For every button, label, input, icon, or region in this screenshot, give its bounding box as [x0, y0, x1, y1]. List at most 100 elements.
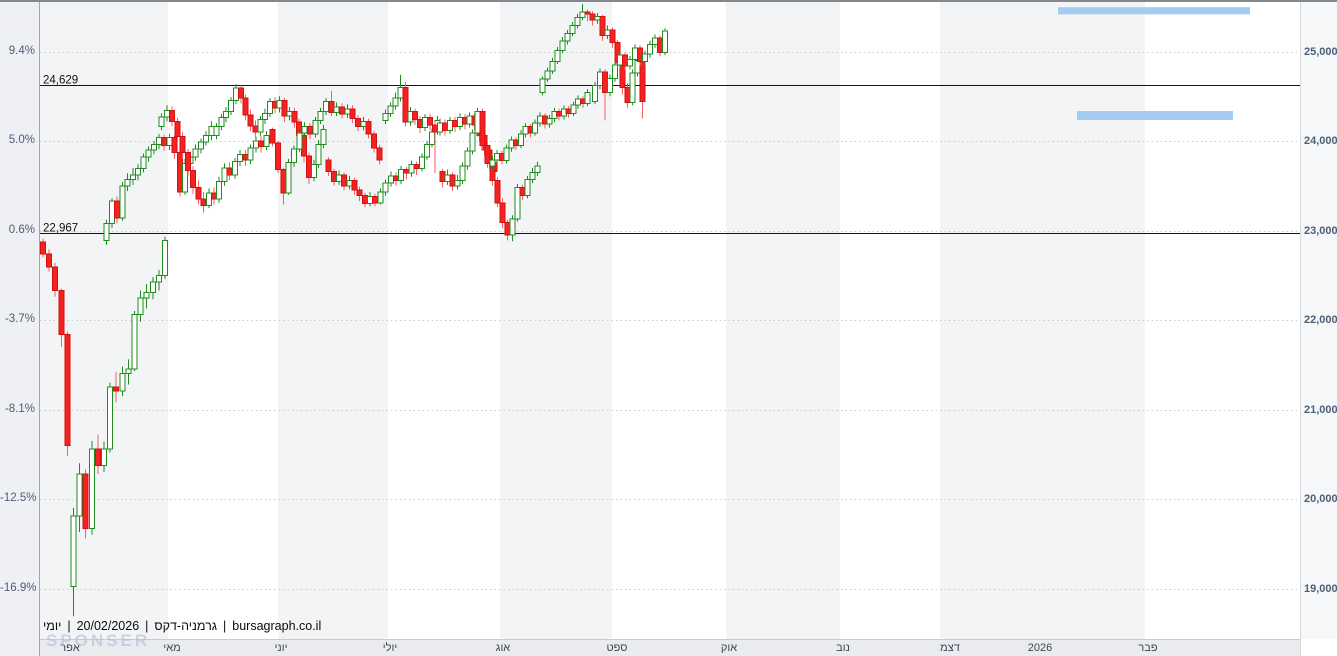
candle-body: [40, 241, 46, 255]
candle-body: [657, 37, 663, 53]
candle-body: [584, 92, 591, 104]
candle-body: [107, 386, 113, 450]
candle-body: [166, 136, 173, 146]
candle-body: [393, 175, 399, 181]
candle-body: [267, 101, 273, 114]
month-tick-label[interactable]: ספט: [606, 642, 628, 654]
month-tick-label[interactable]: נוב: [836, 642, 850, 654]
candle-body: [218, 117, 225, 128]
footer-separator: |: [223, 619, 227, 633]
candle-body: [624, 86, 631, 104]
candle-body: [565, 108, 572, 114]
candle-body: [642, 53, 648, 62]
month-tick-label[interactable]: מאי: [163, 642, 181, 654]
candle-body: [609, 29, 616, 44]
candle-body: [513, 139, 519, 146]
candle-body: [237, 153, 243, 163]
candle-body: [518, 133, 524, 146]
sponser-watermark: SPONSER: [46, 631, 151, 650]
candle-body: [589, 13, 596, 21]
candle-body: [447, 119, 453, 131]
month-tick-label[interactable]: פבר: [1138, 642, 1158, 654]
candle-body: [306, 155, 312, 179]
candle-body: [519, 187, 526, 197]
candle-body: [161, 136, 167, 146]
candle-body: [213, 126, 220, 137]
candle-body: [537, 115, 543, 124]
candle-body: [372, 195, 378, 204]
month-tick-label[interactable]: יולי: [382, 642, 398, 654]
candle-body: [427, 117, 433, 126]
candle-body: [169, 110, 175, 122]
candle-body: [499, 202, 506, 223]
candle-body: [459, 165, 466, 181]
candle-body: [150, 281, 156, 293]
candle-body: [569, 25, 576, 35]
candle-body: [58, 289, 65, 335]
candle-body: [242, 153, 249, 161]
candle-body: [339, 106, 345, 115]
axis-corner-cell: [1300, 639, 1337, 656]
candle-body: [592, 85, 598, 103]
candle-body: [612, 64, 618, 79]
footer-source-link[interactable]: bursagraph.co.il: [232, 619, 322, 633]
candle-body: [349, 108, 356, 120]
month-tick-label[interactable]: יוני: [274, 642, 288, 654]
candle-body: [559, 40, 566, 52]
candle-body: [253, 140, 259, 149]
month-tick-label[interactable]: 2026: [1027, 642, 1053, 654]
candle-body: [509, 218, 516, 236]
candle-body: [269, 128, 276, 144]
price-axis-label: 23,000: [1304, 224, 1337, 237]
candle-body: [162, 239, 168, 277]
candle-body: [135, 168, 141, 176]
candle-body: [46, 253, 52, 268]
candle-body: [82, 473, 89, 530]
footer-timeframe: יומי: [43, 619, 62, 633]
candlestick-plot-area[interactable]: 24,629 22,967: [40, 2, 1300, 639]
candle-body: [95, 448, 101, 466]
price-axis-label: 21,000: [1304, 403, 1337, 416]
candle-body: [291, 148, 297, 163]
candle-body: [489, 159, 496, 167]
footer-separator: |: [67, 619, 71, 633]
candle-body: [198, 141, 204, 150]
candle-body: [307, 126, 313, 135]
candle-body: [346, 179, 353, 187]
month-tick-label[interactable]: אוק: [720, 642, 738, 654]
footer-date: 20/02/2026: [76, 619, 140, 633]
candle-body: [362, 195, 368, 205]
month-tick-label[interactable]: אוג: [495, 642, 511, 654]
candle-body: [351, 179, 358, 191]
candle-body: [185, 152, 191, 172]
candle-body: [484, 144, 491, 164]
candle-body: [556, 110, 562, 117]
candle-body: [452, 119, 458, 128]
month-tick-label[interactable]: דצמ: [940, 642, 960, 654]
level-line-label: 24,629: [43, 75, 78, 87]
candle-body: [109, 200, 115, 224]
candle-body: [328, 101, 335, 113]
candle-body: [119, 185, 126, 219]
candle-body: [208, 126, 215, 137]
candle-body: [203, 135, 209, 143]
candle-body: [607, 77, 613, 94]
candle-body: [388, 175, 394, 184]
candle-body: [398, 169, 404, 181]
month-tick-label[interactable]: אפר: [60, 642, 80, 654]
candle-body: [382, 182, 389, 193]
highlight-zone: [1058, 7, 1250, 15]
candle-body: [336, 174, 342, 182]
candle-body: [177, 152, 183, 193]
candle-body: [247, 147, 254, 161]
candle-body: [179, 136, 186, 154]
candle-body: [341, 174, 347, 187]
candle-body: [457, 117, 463, 128]
candle-body: [281, 100, 288, 117]
candle-body: [103, 222, 110, 241]
candle-body: [344, 108, 351, 115]
candle-body: [579, 11, 586, 18]
candle-body: [629, 72, 636, 104]
candle-body: [504, 221, 511, 236]
candle-body: [252, 125, 259, 133]
